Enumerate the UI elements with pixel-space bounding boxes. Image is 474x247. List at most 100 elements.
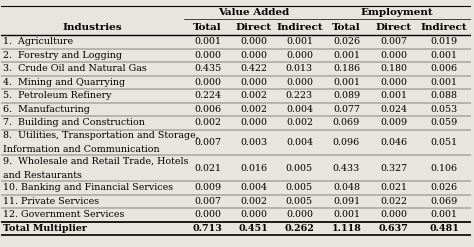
Text: 0.223: 0.223: [286, 91, 313, 100]
Text: 0.069: 0.069: [333, 118, 360, 127]
Text: 0.051: 0.051: [430, 138, 457, 147]
Text: 0.007: 0.007: [194, 197, 221, 206]
Text: 0.001: 0.001: [286, 37, 313, 46]
Text: 0.000: 0.000: [380, 51, 407, 60]
Text: 0.007: 0.007: [380, 37, 407, 46]
Text: 6.  Manufacturing: 6. Manufacturing: [3, 105, 90, 114]
Text: 0.001: 0.001: [333, 210, 360, 220]
Text: 0.002: 0.002: [240, 197, 267, 206]
Text: 0.000: 0.000: [240, 37, 267, 46]
Text: 0.089: 0.089: [333, 91, 360, 100]
Text: 0.001: 0.001: [333, 51, 360, 60]
Text: 0.005: 0.005: [286, 184, 313, 192]
Text: 0.000: 0.000: [194, 78, 221, 87]
Text: Indirect: Indirect: [421, 23, 467, 32]
Text: 1.118: 1.118: [331, 224, 361, 233]
Text: 0.077: 0.077: [333, 105, 360, 114]
Text: 0.713: 0.713: [193, 224, 223, 233]
Text: 0.006: 0.006: [430, 64, 457, 73]
Text: 0.000: 0.000: [194, 210, 221, 220]
Text: 0.451: 0.451: [239, 224, 268, 233]
Text: 0.004: 0.004: [240, 184, 267, 192]
Text: 0.048: 0.048: [333, 184, 360, 192]
Text: 0.327: 0.327: [380, 164, 407, 173]
Text: 0.022: 0.022: [380, 197, 407, 206]
Text: 0.000: 0.000: [240, 210, 267, 220]
Text: 0.053: 0.053: [430, 105, 458, 114]
Text: Industries: Industries: [63, 23, 122, 32]
Text: 0.069: 0.069: [430, 197, 458, 206]
Text: Direct: Direct: [375, 23, 411, 32]
Text: Employment: Employment: [361, 8, 433, 18]
Text: 12. Government Services: 12. Government Services: [3, 210, 124, 220]
Text: 0.000: 0.000: [286, 210, 313, 220]
Text: 7.  Building and Construction: 7. Building and Construction: [3, 118, 145, 127]
Text: 0.000: 0.000: [380, 78, 407, 87]
Text: 0.021: 0.021: [194, 164, 221, 173]
Text: 2.  Forestry and Logging: 2. Forestry and Logging: [3, 51, 122, 60]
Text: 0.091: 0.091: [333, 197, 360, 206]
Text: 1.  Agriculture: 1. Agriculture: [3, 37, 73, 46]
Text: Information and Communication: Information and Communication: [3, 145, 160, 154]
Text: 5.  Petroleum Refinery: 5. Petroleum Refinery: [3, 91, 111, 100]
Text: 0.009: 0.009: [380, 118, 407, 127]
Text: 0.000: 0.000: [194, 51, 221, 60]
Text: 11. Private Services: 11. Private Services: [3, 197, 99, 206]
Text: Total Multiplier: Total Multiplier: [3, 224, 87, 233]
Text: 0.021: 0.021: [380, 184, 407, 192]
Text: 0.433: 0.433: [333, 164, 360, 173]
Text: 0.002: 0.002: [240, 91, 267, 100]
Text: 0.004: 0.004: [286, 138, 313, 147]
Text: 0.026: 0.026: [430, 184, 457, 192]
Text: 0.000: 0.000: [286, 78, 313, 87]
Text: and Restaurants: and Restaurants: [3, 171, 82, 180]
Text: 0.262: 0.262: [284, 224, 314, 233]
Text: 0.059: 0.059: [430, 118, 458, 127]
Text: 0.224: 0.224: [194, 91, 221, 100]
Text: 0.006: 0.006: [194, 105, 221, 114]
Text: 0.019: 0.019: [430, 37, 457, 46]
Text: 0.481: 0.481: [429, 224, 459, 233]
Text: 0.001: 0.001: [430, 51, 457, 60]
Text: 0.046: 0.046: [380, 138, 407, 147]
Text: 0.435: 0.435: [194, 64, 221, 73]
Text: 0.186: 0.186: [333, 64, 360, 73]
Text: 0.088: 0.088: [430, 91, 457, 100]
Text: 0.000: 0.000: [240, 118, 267, 127]
Text: 0.180: 0.180: [380, 64, 407, 73]
Text: 0.001: 0.001: [430, 210, 457, 220]
Text: 0.005: 0.005: [286, 164, 313, 173]
Text: Direct: Direct: [236, 23, 272, 32]
Text: Indirect: Indirect: [276, 23, 323, 32]
Text: 0.001: 0.001: [194, 37, 221, 46]
Text: 0.096: 0.096: [333, 138, 360, 147]
Text: 0.005: 0.005: [286, 197, 313, 206]
Text: 0.002: 0.002: [286, 118, 313, 127]
Text: 0.422: 0.422: [240, 64, 267, 73]
Text: Value Added: Value Added: [218, 8, 289, 18]
Text: 0.106: 0.106: [430, 164, 457, 173]
Text: 0.637: 0.637: [379, 224, 409, 233]
Text: 9.  Wholesale and Retail Trade, Hotels: 9. Wholesale and Retail Trade, Hotels: [3, 157, 189, 165]
Text: 0.003: 0.003: [240, 138, 267, 147]
Text: 0.004: 0.004: [286, 105, 313, 114]
Text: 0.000: 0.000: [240, 51, 267, 60]
Text: 0.013: 0.013: [286, 64, 313, 73]
Text: 0.000: 0.000: [240, 78, 267, 87]
Text: 0.001: 0.001: [380, 91, 407, 100]
Text: 0.024: 0.024: [380, 105, 407, 114]
Text: 0.001: 0.001: [430, 78, 457, 87]
Text: 0.000: 0.000: [286, 51, 313, 60]
Text: 0.016: 0.016: [240, 164, 267, 173]
Text: Total: Total: [332, 23, 361, 32]
Text: 10. Banking and Financial Services: 10. Banking and Financial Services: [3, 184, 173, 192]
Text: 0.002: 0.002: [194, 118, 221, 127]
Text: 0.001: 0.001: [333, 78, 360, 87]
Text: 0.009: 0.009: [194, 184, 221, 192]
Text: 8.  Utilities, Transportation and Storage,: 8. Utilities, Transportation and Storage…: [3, 131, 199, 140]
Text: 0.026: 0.026: [333, 37, 360, 46]
Text: 0.000: 0.000: [380, 210, 407, 220]
Text: 0.007: 0.007: [194, 138, 221, 147]
Text: 4.  Mining and Quarrying: 4. Mining and Quarrying: [3, 78, 125, 87]
Text: 3.  Crude Oil and Natural Gas: 3. Crude Oil and Natural Gas: [3, 64, 147, 73]
